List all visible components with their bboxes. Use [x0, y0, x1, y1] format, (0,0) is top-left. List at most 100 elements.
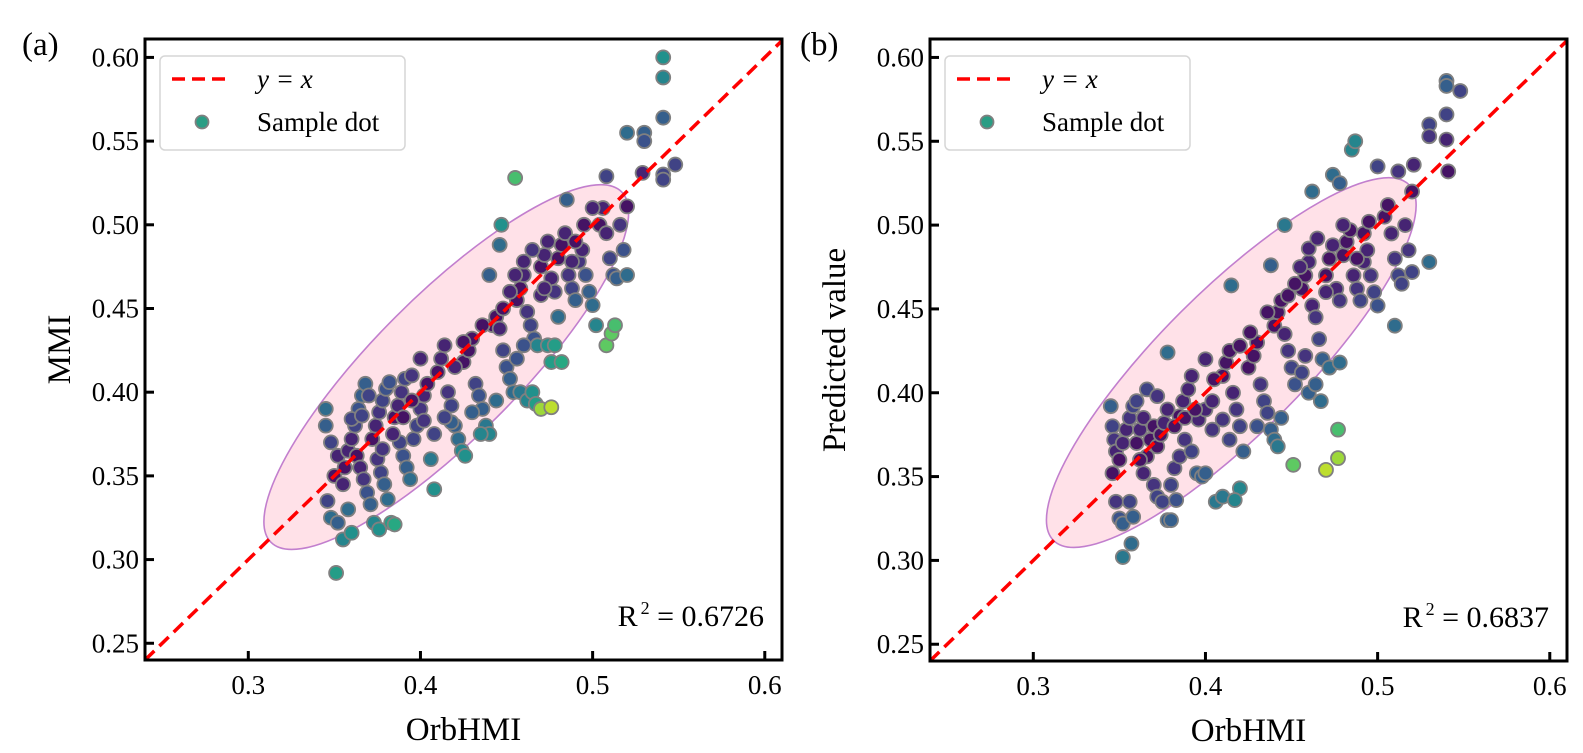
sample-dot [422, 451, 439, 468]
sample-dot [539, 233, 556, 250]
sample-dot [362, 496, 379, 513]
sample-dot [1163, 512, 1179, 529]
sample-dot [1345, 267, 1362, 284]
sample-dot [1252, 376, 1269, 393]
sample-dot [557, 225, 573, 242]
x-tick-label: 0.4 [404, 670, 438, 700]
sample-dot [536, 280, 553, 297]
sample-dot [1163, 477, 1179, 493]
y-tick-label: 0.55 [877, 126, 924, 156]
sample-dot [1104, 465, 1121, 482]
sample-dot [1269, 438, 1286, 455]
legend-label-sample-dot: Sample dot [257, 107, 380, 137]
sample-dot [1390, 163, 1407, 180]
sample-dot [1380, 197, 1396, 213]
sample-dot [1438, 131, 1455, 148]
sample-dot [1386, 250, 1403, 267]
x-tick-label: 0.5 [1361, 671, 1395, 701]
sample-dot [491, 236, 508, 253]
x-tick-label: 0.6 [1533, 671, 1567, 701]
sample-dot [1154, 493, 1171, 510]
sample-dot [491, 320, 508, 337]
sample-dot [1168, 492, 1185, 508]
y-tick-label: 0.50 [92, 210, 139, 240]
sample-dot [1104, 418, 1121, 435]
sample-dot [598, 168, 615, 185]
sample-dot [1231, 337, 1248, 354]
sample-dot [1197, 351, 1214, 368]
sample-dot [1226, 492, 1243, 508]
chart-panel-a: 0.3 0.4 0.5 0.6 0.25 0.30 0.35 0.40 0.45 0.50 0.55… [22, 27, 784, 748]
sample-dot [1287, 376, 1303, 393]
sample-dot [328, 565, 345, 581]
sample-dot [1183, 368, 1200, 384]
sample-dot [1128, 435, 1145, 451]
sample-dot [436, 337, 453, 354]
y-tick-label: 0.45 [877, 294, 924, 324]
chart-panel-b: 0.3 0.4 0.5 0.6 0.25 0.30 0.35 0.40 0.45 0.50 0.55… [800, 27, 1569, 749]
sample-dot [426, 426, 443, 442]
sample-dot [636, 133, 653, 150]
sample-dot [1386, 317, 1403, 334]
sample-dot [615, 242, 632, 258]
sample-dot [374, 441, 391, 457]
reference-line-y-equals-x [145, 39, 782, 660]
sample-dot [1204, 393, 1221, 410]
legend-dot-icon [979, 114, 995, 130]
sample-dot [1204, 421, 1221, 438]
legend-label-y-equals-x: y = x [1039, 64, 1098, 94]
sample-dot [1309, 230, 1326, 247]
sample-dot [502, 370, 518, 387]
sample-dot [1287, 275, 1303, 292]
sample-dot [519, 303, 536, 320]
sample-dot [1321, 250, 1338, 267]
sample-dot [522, 317, 539, 334]
sample-dot [1307, 309, 1324, 326]
sample-dot [412, 350, 429, 367]
sample-dot [567, 292, 584, 309]
x-tick-label: 0.6 [748, 670, 782, 700]
sample-dot [502, 283, 518, 300]
sample-dot [1438, 78, 1455, 94]
sample-dot [457, 447, 474, 464]
sample-dot [1108, 493, 1124, 510]
sample-dot [655, 69, 672, 86]
sample-dot [508, 350, 525, 367]
y-tick-label: 0.30 [877, 545, 924, 575]
sample-dot [1221, 431, 1238, 448]
sample-dot [507, 170, 524, 186]
sample-dot [360, 387, 377, 404]
x-tick-label: 0.4 [1189, 671, 1223, 701]
sample-dot [1307, 376, 1324, 393]
sample-dot [1128, 393, 1145, 410]
sample-dot [515, 337, 532, 354]
sample-dot [1159, 344, 1176, 361]
sample-dot [488, 392, 505, 409]
plot-area [930, 39, 1567, 661]
sample-dot [1330, 421, 1346, 438]
sample-dot [471, 387, 487, 404]
sample-dot [1397, 217, 1414, 233]
sample-dot [1273, 410, 1290, 426]
sample-dot [1421, 128, 1438, 145]
sample-dot [1369, 297, 1386, 314]
sample-dot [1349, 250, 1365, 267]
sample-dot [1438, 106, 1455, 123]
sample-dot [1285, 456, 1302, 473]
sample-dot [1135, 465, 1152, 482]
sample-dot [426, 481, 443, 498]
sample-dot [1297, 347, 1314, 364]
sample-dot [1262, 257, 1279, 274]
sample-dot [1352, 292, 1369, 309]
axes-frame [143, 37, 784, 662]
sample-dot [395, 409, 412, 426]
sample-dot [1176, 431, 1193, 448]
sample-dot [416, 412, 432, 429]
sample-dot [1276, 326, 1293, 342]
legend-label-y-equals-x: y = x [254, 64, 313, 94]
sample-dot [443, 397, 460, 414]
sample-dot [1331, 175, 1348, 192]
sample-dot [634, 165, 651, 181]
sample-dot [1318, 461, 1334, 478]
